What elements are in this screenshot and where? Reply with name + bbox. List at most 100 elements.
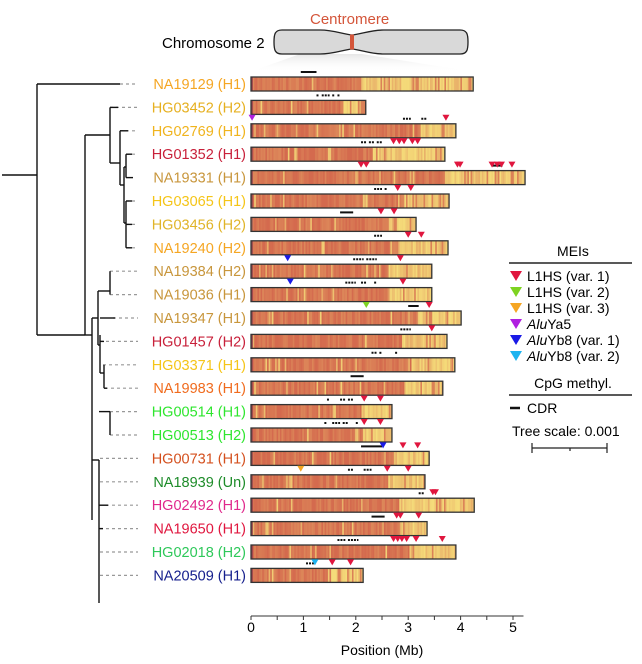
mei-marker [362,161,370,168]
axis-tick-label: 2 [352,619,360,635]
mei-legend-item: AluYb8 (var. 1) [510,332,620,348]
sample-label: NA19347 (H1) [153,311,246,327]
mei-legend-label: L1HS (var. 3) [527,300,609,316]
axis-tick-label: 3 [404,619,412,635]
haplotype-row: HG03065 (H1) [152,185,450,210]
mei-marker [248,114,256,121]
haplotype-row: HG03452 (H2) [152,94,367,116]
cdr-legend-label: CDR [527,400,557,416]
haplotype-row: NA19331 (H1) [153,161,526,187]
methylation-bar [250,310,462,326]
triangle-marker-icon [510,287,522,297]
haplotype-row: NA19650 (H1) [153,512,428,538]
legend: MEIs L1HS (var. 1)L1HS (var. 2)L1HS (var… [509,243,632,453]
haplotype-row: HG01457 (H2) [152,325,448,350]
methylation-bar [250,544,457,560]
mei-marker [428,325,436,332]
mei-marker [297,465,305,472]
sample-label: HG02492 (H1) [152,498,246,514]
mei-legend-item: L1HS (var. 1) [510,268,609,284]
axis-tick-label: 4 [457,619,465,635]
mei-legend-item: L1HS (var. 3) [510,300,609,316]
mei-marker [431,489,439,496]
mei-legend-title: MEIs [557,243,589,259]
haplotype-row: NA19983 (H1) [153,375,444,397]
mei-marker [403,536,411,542]
mei-legend-item: AluYa5 [510,316,571,332]
mei-marker [414,138,422,145]
mei-marker [412,536,420,542]
sample-label: NA19036 (H1) [153,288,246,304]
sample-label: HG00514 (H1) [152,405,246,421]
methylation-bar [250,450,430,467]
mei-marker [417,231,425,238]
methylation-bar [250,76,474,92]
mei-legend-item: L1HS (var. 2) [510,284,609,300]
methylation-bar [250,99,367,116]
mei-marker [404,465,412,472]
mei-marker [442,114,450,121]
mei-legend-label: AluYb8 (var. 1) [526,332,620,348]
sample-label: HG01352 (H1) [152,147,246,163]
mei-marker [328,559,336,566]
sample-label: NA20509 (H1) [153,568,246,584]
axis-tick-label: 1 [300,619,308,635]
mei-marker [360,395,368,402]
methylation-bar [250,146,446,162]
mei-marker [286,278,294,285]
mei-marker [400,138,408,145]
sample-label: HG03065 (H1) [152,194,246,210]
haplotype-rows: NA19129 (H1) HG03452 (H2) HG02769 (H1) HG01… [152,71,526,584]
haplotype-row: HG02492 (H1) [152,489,475,514]
methylation-bar [250,193,450,209]
mei-marker [357,161,365,168]
methylation-bar [250,286,433,303]
sample-label: HG02018 (H2) [152,545,246,561]
triangle-marker-icon [510,303,522,313]
mei-marker [497,161,505,168]
haplotype-row: HG03371 (H1) [152,351,456,374]
mei-marker [347,559,355,566]
phylogenetic-tree [2,83,138,603]
chromosome-ideogram [250,29,474,72]
axis-tick-label: 0 [247,619,255,635]
triangle-marker-icon [510,271,522,281]
mei-marker [383,465,391,472]
methylation-bar [250,357,456,373]
sample-label: NA19384 (H2) [153,264,246,280]
haplotype-row: NA19036 (H1) [153,278,433,304]
mei-marker [284,255,292,262]
axis-title: Position (Mb) [341,642,423,658]
methylation-bar [250,520,428,537]
chromosome-label: Chromosome 2 [162,35,265,52]
mei-legend-label: AluYa5 [526,316,571,332]
triangle-marker-icon [510,351,522,361]
haplotype-row: HG00514 (H1) [152,395,393,421]
position-axis: 0 1 2 3 4 5 Position (Mb) [247,615,524,658]
mei-legend-item: AluYb8 (var. 2) [510,348,620,364]
methylation-bar [250,216,417,233]
mei-legend-label: L1HS (var. 2) [527,284,609,300]
mei-marker [438,536,446,542]
mei-marker [360,419,368,425]
methylation-bar [250,427,393,443]
tree-scale-label: Tree scale: 0.001 [512,423,620,439]
mei-marker [425,302,433,308]
mei-marker [415,512,423,519]
haplotype-row: HG02018 (H2) [152,536,457,561]
methylation-bar [250,474,426,490]
methylation-bar [250,380,444,396]
sample-label: HG02769 (H1) [152,124,246,140]
zoom-fan [250,54,474,72]
centromere-label: Centromere [310,11,389,28]
methylation-bar [250,333,448,350]
haplotype-row: NA19384 (H2) [153,255,433,280]
sample-label: NA19129 (H1) [153,77,246,93]
mei-marker [390,208,398,215]
methylation-bar [250,123,457,139]
mei-marker [399,442,407,449]
haplotype-row: HG00513 (H2) [152,419,393,444]
mei-marker [398,536,406,542]
mei-marker [456,161,464,168]
tree-scale-bar [531,443,608,453]
